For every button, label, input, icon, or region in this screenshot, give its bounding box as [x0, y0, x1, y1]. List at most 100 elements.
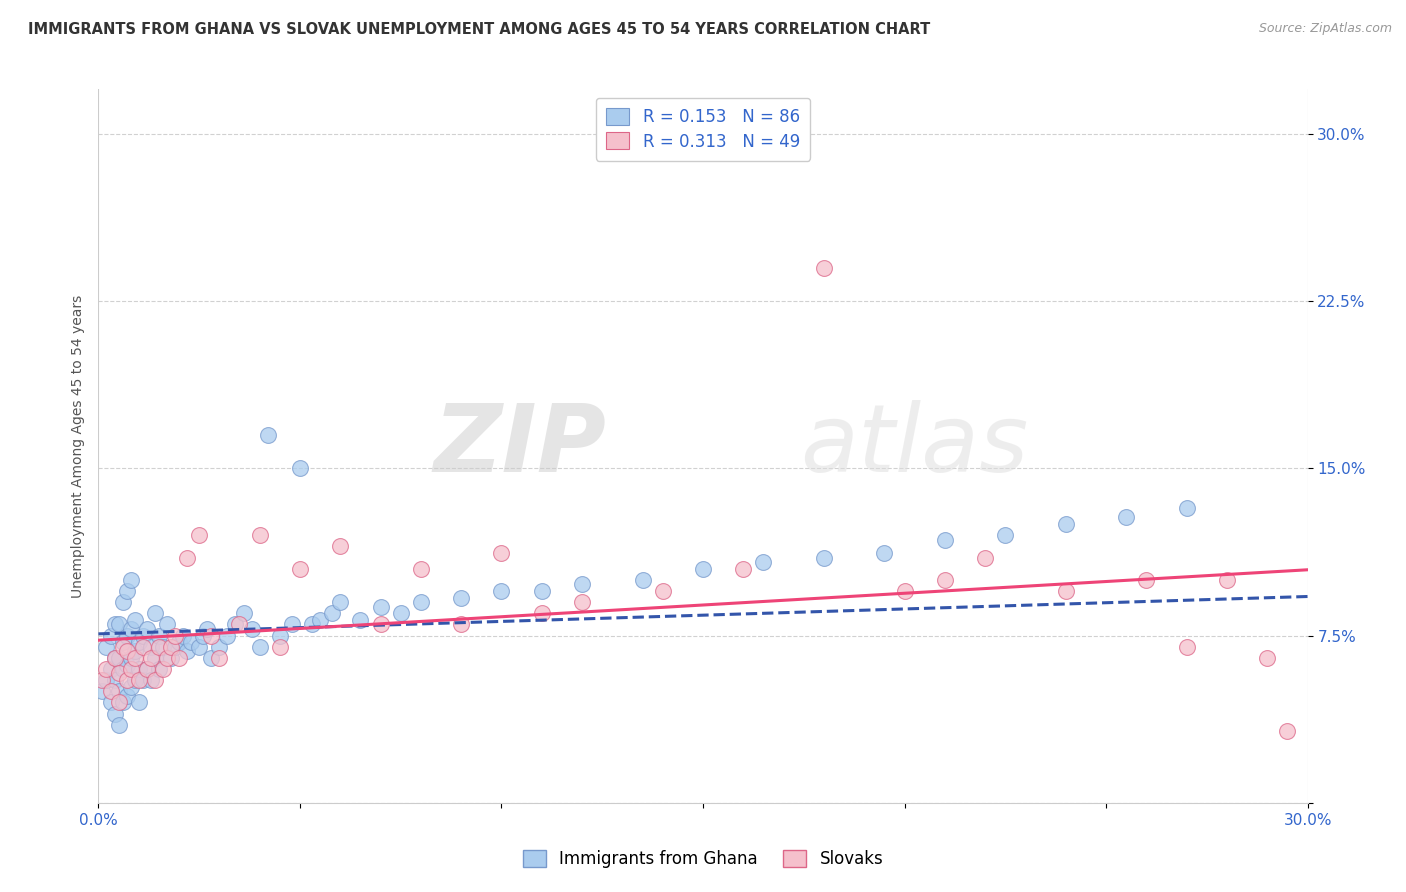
Point: [208, 640, 231, 654]
Point: [733, 562, 755, 576]
Text: ZIP: ZIP: [433, 400, 606, 492]
Point: [107, 666, 129, 681]
Point: [224, 617, 246, 632]
Point: [530, 583, 553, 598]
Point: [1277, 724, 1299, 739]
Point: [249, 640, 271, 654]
Point: [111, 635, 134, 649]
Point: [180, 635, 202, 649]
Point: [128, 696, 150, 710]
Point: [370, 599, 392, 614]
Point: [103, 617, 125, 632]
Point: [152, 662, 174, 676]
Text: IMMIGRANTS FROM GHANA VS SLOVAK UNEMPLOYMENT AMONG AGES 45 TO 54 YEARS CORRELATI: IMMIGRANTS FROM GHANA VS SLOVAK UNEMPLOY…: [28, 22, 931, 37]
Point: [269, 640, 291, 654]
Point: [172, 628, 194, 642]
Point: [107, 617, 129, 632]
Point: [160, 640, 183, 654]
Point: [994, 528, 1017, 542]
Point: [163, 640, 186, 654]
Point: [249, 528, 271, 542]
Text: Source: ZipAtlas.com: Source: ZipAtlas.com: [1258, 22, 1392, 36]
Point: [143, 607, 166, 621]
Point: [139, 651, 162, 665]
Point: [893, 583, 915, 598]
Point: [195, 622, 218, 636]
Point: [103, 651, 125, 665]
Point: [120, 680, 142, 694]
Point: [571, 595, 593, 609]
Point: [1115, 510, 1137, 524]
Point: [107, 651, 129, 665]
Point: [188, 528, 211, 542]
Point: [139, 640, 162, 654]
Point: [450, 617, 472, 632]
Point: [409, 562, 432, 576]
Point: [934, 573, 956, 587]
Point: [156, 617, 179, 632]
Point: [813, 260, 835, 275]
Point: [1135, 573, 1157, 587]
Point: [370, 617, 392, 632]
Point: [631, 573, 654, 587]
Point: [148, 640, 170, 654]
Point: [974, 550, 997, 565]
Point: [450, 591, 472, 605]
Point: [103, 706, 125, 721]
Point: [288, 461, 311, 475]
Point: [148, 628, 170, 642]
Point: [124, 651, 146, 665]
Point: [128, 673, 150, 687]
Point: [124, 613, 146, 627]
Point: [124, 673, 146, 687]
Point: [1175, 501, 1198, 516]
Point: [91, 684, 114, 698]
Point: [200, 651, 222, 665]
Point: [103, 651, 125, 665]
Point: [111, 595, 134, 609]
Point: [143, 673, 166, 687]
Point: [100, 696, 122, 710]
Point: [176, 644, 198, 658]
Point: [135, 662, 157, 676]
Point: [167, 651, 190, 665]
Point: [491, 546, 513, 560]
Point: [115, 657, 138, 672]
Point: [1054, 583, 1077, 598]
Point: [349, 613, 371, 627]
Point: [1216, 573, 1239, 587]
Point: [120, 573, 142, 587]
Point: [163, 628, 186, 642]
Point: [329, 595, 352, 609]
Point: [91, 673, 114, 687]
Point: [692, 562, 714, 576]
Point: [111, 696, 134, 710]
Point: [281, 617, 304, 632]
Point: [132, 628, 155, 642]
Point: [1175, 640, 1198, 654]
Point: [813, 550, 835, 565]
Point: [143, 651, 166, 665]
Point: [228, 617, 250, 632]
Point: [256, 427, 278, 442]
Point: [120, 622, 142, 636]
Point: [934, 533, 956, 547]
Point: [115, 628, 138, 642]
Point: [152, 640, 174, 654]
Point: [107, 717, 129, 731]
Point: [96, 673, 118, 687]
Point: [1256, 651, 1278, 665]
Point: [873, 546, 896, 560]
Legend: Immigrants from Ghana, Slovaks: Immigrants from Ghana, Slovaks: [516, 843, 890, 875]
Point: [103, 673, 125, 687]
Point: [100, 662, 122, 676]
Point: [120, 662, 142, 676]
Point: [120, 651, 142, 665]
Point: [96, 640, 118, 654]
Point: [111, 662, 134, 676]
Point: [160, 651, 183, 665]
Point: [571, 577, 593, 591]
Point: [409, 595, 432, 609]
Point: [389, 607, 412, 621]
Point: [139, 673, 162, 687]
